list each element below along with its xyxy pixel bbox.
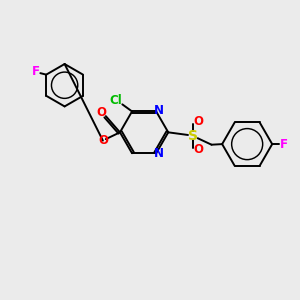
- Text: F: F: [32, 65, 40, 78]
- Text: N: N: [154, 104, 164, 117]
- Text: N: N: [154, 147, 164, 160]
- Text: S: S: [188, 129, 198, 143]
- Text: Cl: Cl: [110, 94, 122, 107]
- Text: F: F: [279, 138, 287, 151]
- Text: O: O: [194, 143, 204, 157]
- Text: O: O: [98, 134, 108, 147]
- Text: O: O: [194, 115, 204, 128]
- Text: O: O: [97, 106, 107, 119]
